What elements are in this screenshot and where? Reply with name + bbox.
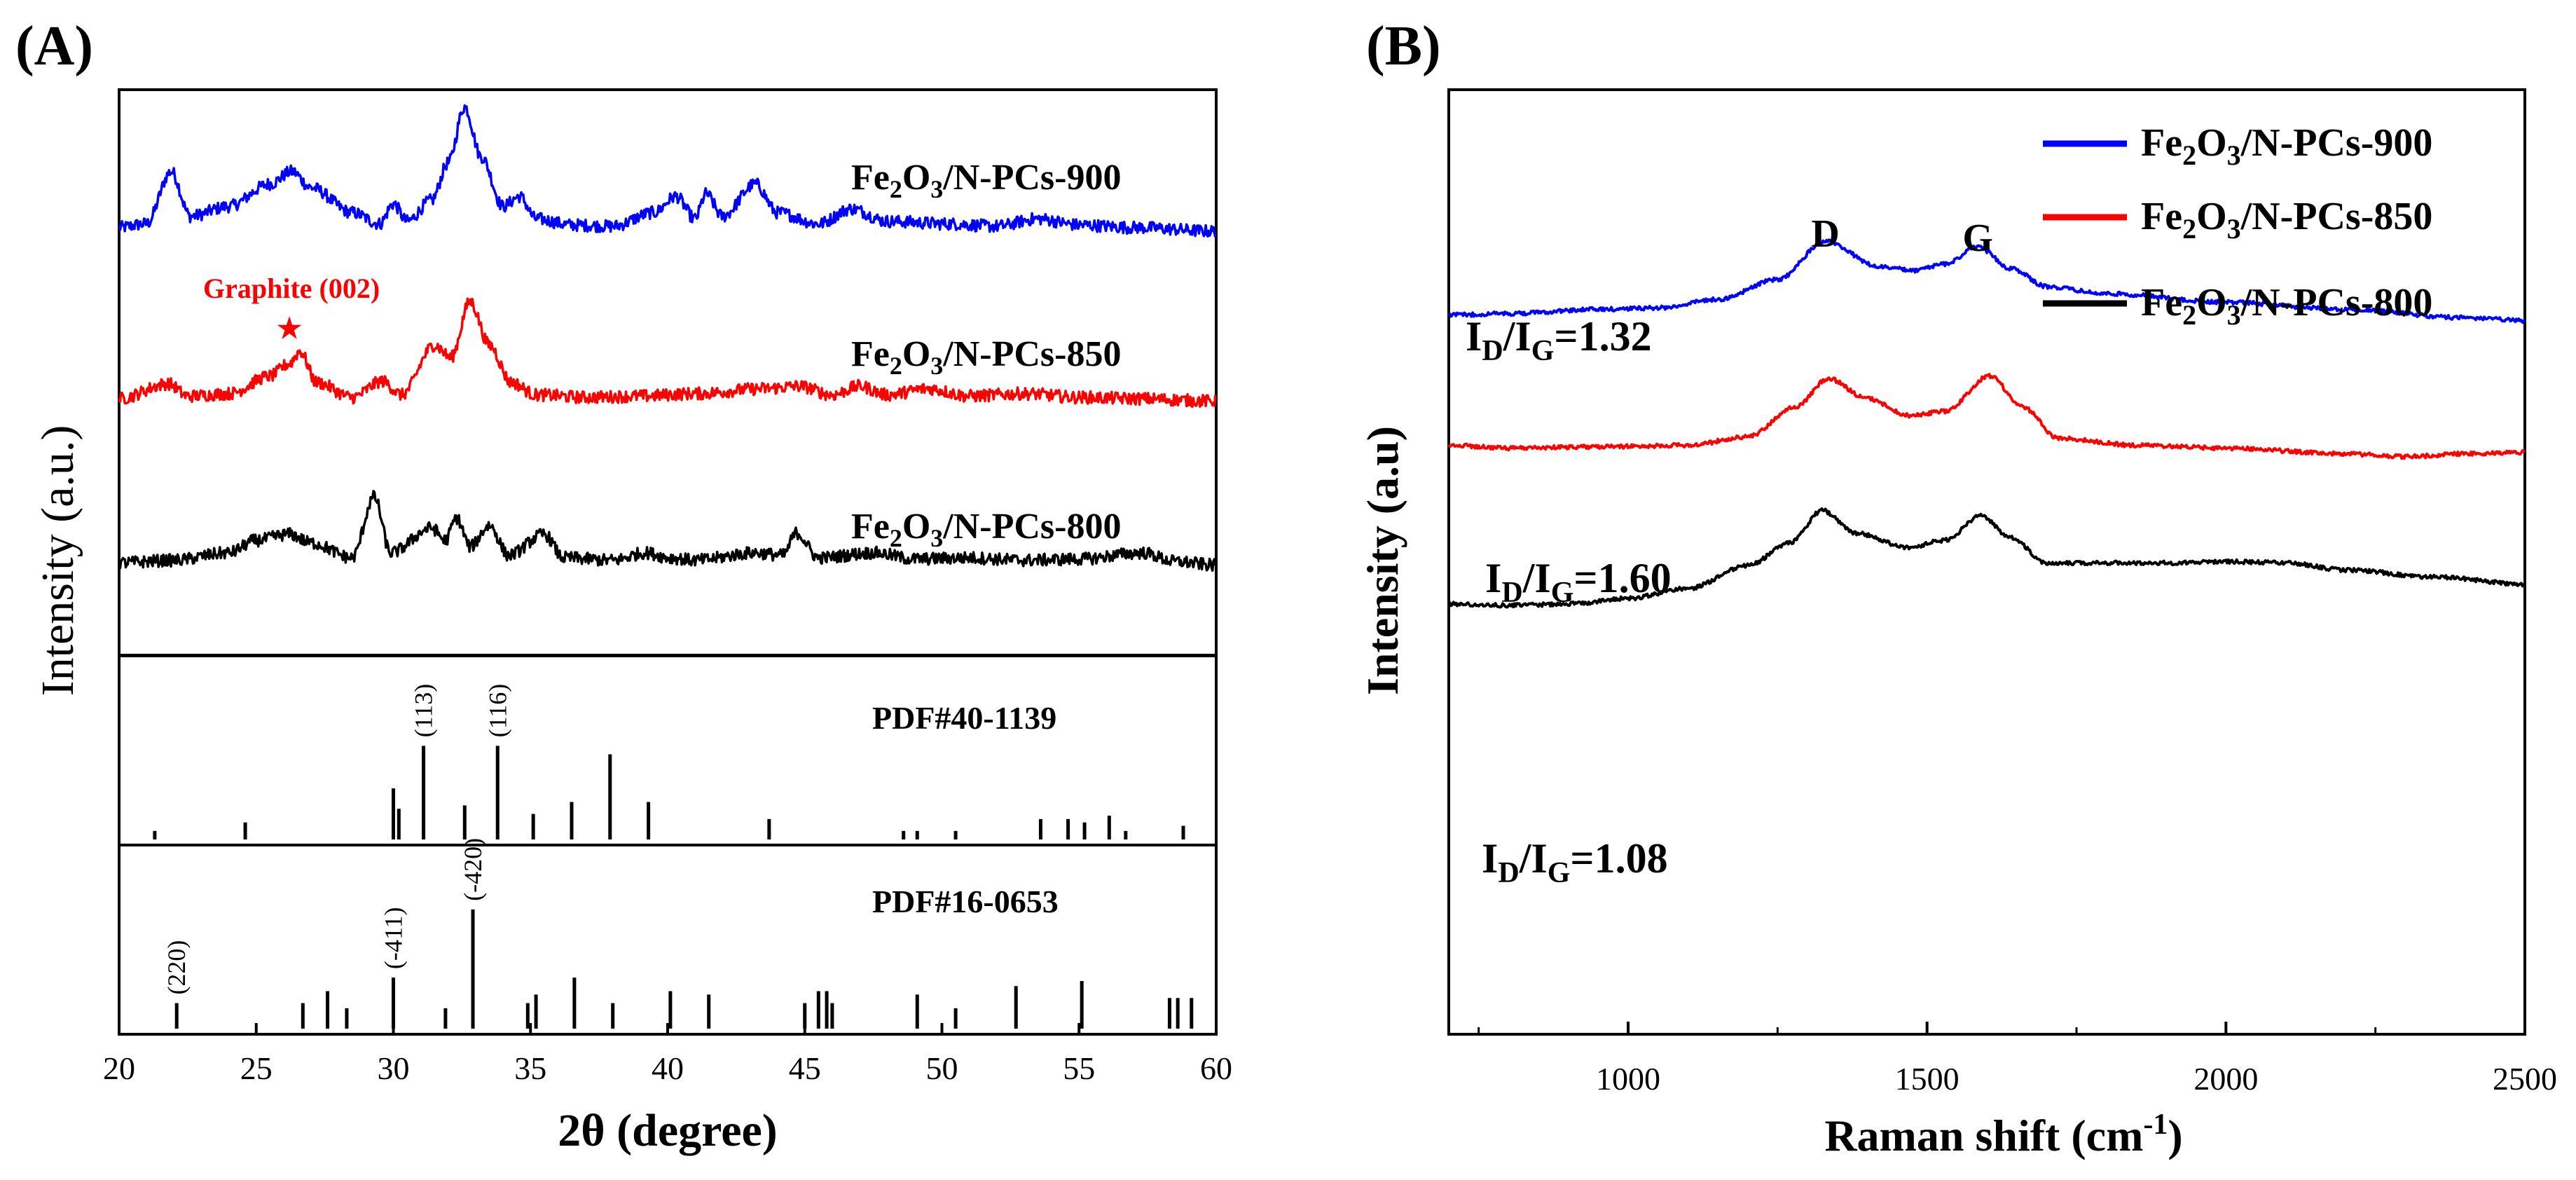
pdf-16-0653-sticks <box>174 909 1194 1029</box>
x-tick-label: 2500 <box>2493 1061 2557 1097</box>
pdf-16-0653-hkl-labels: (220) (-411) (-420) <box>163 838 487 995</box>
raman-ratio-900: ID/IG=1.32 <box>1466 313 1652 367</box>
panel-a-label: (A) <box>15 15 93 77</box>
raman-axes-frame <box>1447 88 2526 1036</box>
x-tick-label: 30 <box>378 1050 410 1086</box>
raman-g-band-label: G <box>1962 217 1993 260</box>
x-tick-label: 25 <box>240 1050 273 1086</box>
pdf-label-16-0653: PDF#16-0653 <box>872 884 1059 919</box>
pdf-40-1139-hkl-labels: (113) (116) <box>410 684 512 738</box>
x-tick-label: 60 <box>1200 1050 1232 1086</box>
xrd-series-label-800: Fe2O3/N-PCs-800 <box>851 507 1121 552</box>
legend-label-850: Fe2O3/N-PCs-850 <box>2141 195 2432 245</box>
panel-a: (A) Fe2O3/N-PCs-900 Fe2O3/N-PCs-850 Fe2O… <box>15 15 1232 1156</box>
hkl-label: (-411) <box>380 907 408 969</box>
xrd-x-ticks: 20 25 30 35 40 45 50 55 60 <box>103 1023 1232 1086</box>
x-tick-label: 1500 <box>1895 1061 1959 1097</box>
x-tick-label: 20 <box>103 1050 135 1086</box>
raman-ratio-850: ID/IG=1.60 <box>1485 555 1672 609</box>
x-tick-label: 35 <box>514 1050 546 1086</box>
raman-line-900 <box>1447 238 2526 324</box>
xrd-x-axis-title: 2θ (degree) <box>558 1105 778 1156</box>
x-tick-label: 40 <box>652 1050 684 1086</box>
pdf-label-40-1139: PDF#40-1139 <box>872 700 1056 736</box>
panel-b-label: (B) <box>1366 15 1441 77</box>
raman-line-850 <box>1447 373 2526 460</box>
raman-y-axis-title: Intensity (a.u) <box>1358 426 1407 695</box>
x-tick-label: 50 <box>926 1050 958 1086</box>
raman-legend: Fe2O3/N-PCs-900 Fe2O3/N-PCs-850 Fe2O3/N-… <box>2043 121 2432 331</box>
xrd-line-850 <box>118 297 1217 409</box>
legend-label-800: Fe2O3/N-PCs-800 <box>2141 281 2432 331</box>
graphite-star-icon: ★ <box>277 313 302 344</box>
raman-ratio-800: ID/IG=1.08 <box>1482 835 1668 889</box>
x-tick-label: 2000 <box>2193 1061 2258 1097</box>
pdf-40-1139-sticks <box>153 746 1185 839</box>
panel-b: (B) D G ID/IG=1.32 ID/IG=1.60 ID/IG=1.08… <box>1358 15 2557 1160</box>
hkl-label: (116) <box>483 684 511 738</box>
xrd-series-label-850: Fe2O3/N-PCs-850 <box>851 334 1121 380</box>
xrd-y-axis-title: Intensity (a.u.) <box>32 425 83 697</box>
hkl-label: (-420) <box>459 838 487 901</box>
xrd-line-800 <box>118 489 1217 572</box>
xrd-series-label-900: Fe2O3/N-PCs-900 <box>851 158 1121 203</box>
hkl-label: (113) <box>410 684 438 738</box>
graphite-annotation: Graphite (002) <box>203 273 380 304</box>
x-tick-label: 1000 <box>1596 1061 1660 1097</box>
raman-d-band-label: D <box>1811 212 1839 256</box>
raman-x-ticks: 1000 1500 2000 2500 <box>1478 1022 2557 1097</box>
raman-x-axis-title: Raman shift (cm-1) <box>1824 1109 2182 1160</box>
xrd-line-900 <box>118 104 1217 238</box>
raman-line-800 <box>1447 507 2526 609</box>
x-tick-label: 55 <box>1063 1050 1095 1086</box>
x-tick-label: 45 <box>789 1050 821 1086</box>
legend-label-900: Fe2O3/N-PCs-900 <box>2141 121 2432 171</box>
hkl-label: (220) <box>163 940 191 995</box>
